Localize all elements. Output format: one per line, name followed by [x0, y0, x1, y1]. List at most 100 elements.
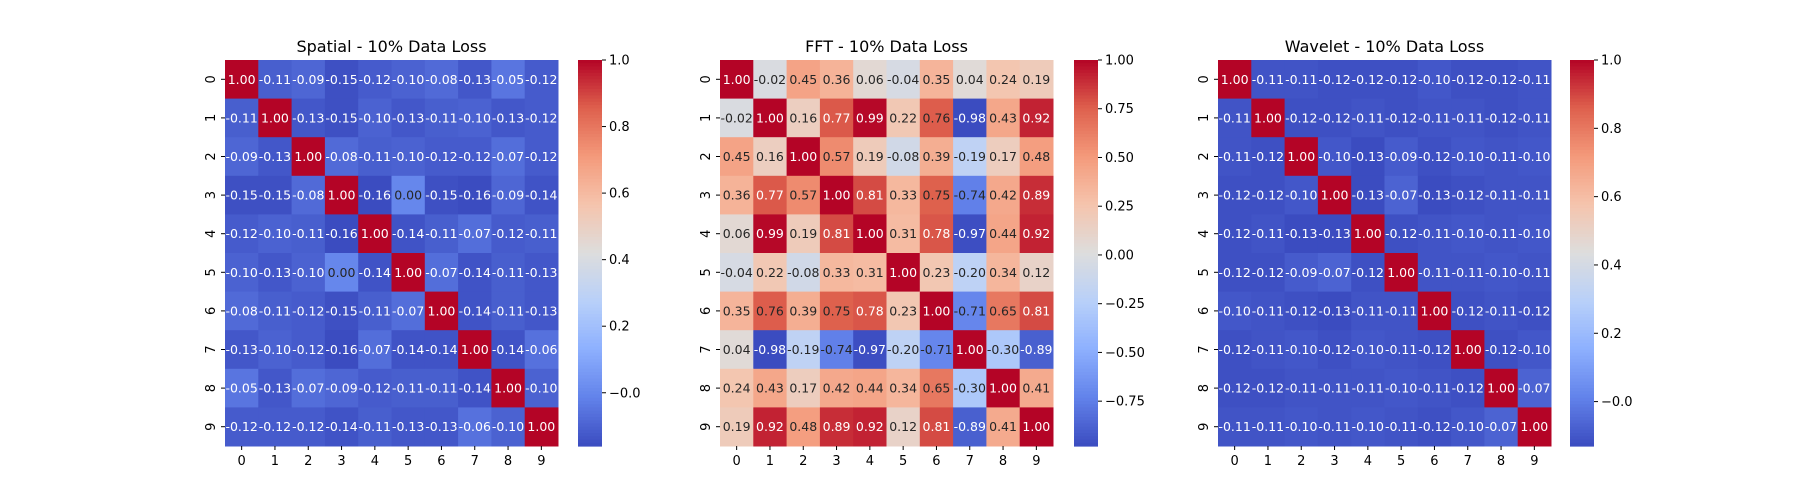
heatmap-cell	[225, 214, 259, 254]
cell-value-label: -0.09	[1285, 265, 1317, 280]
cell-value-label: 1.00	[923, 303, 951, 318]
heatmap-cells: 1.00 -0.11 -0.09 -0.15 -0.12 -0.10 -0.08 -0.13-…	[225, 60, 559, 447]
colorbar-tick-label: −0.0	[609, 386, 641, 401]
heatmap-cell	[524, 175, 559, 215]
cell-value-label: 0.19	[1022, 72, 1050, 87]
cell-value-label: -0.11	[259, 303, 291, 318]
colorbar-segment	[578, 307, 602, 312]
colorbar-segment	[578, 326, 602, 331]
heatmap-cell	[524, 407, 559, 447]
colorbar-segment	[578, 372, 602, 376]
heatmap-cell	[258, 330, 293, 370]
cell-value-label: -0.12	[1252, 265, 1284, 280]
cell-value-label: -0.11	[1485, 149, 1517, 164]
cell-value-label: -0.74	[954, 188, 986, 203]
cell-value-label: -0.10	[392, 149, 424, 164]
colorbar-segment	[578, 336, 602, 341]
heatmap-cell	[853, 330, 887, 370]
heatmap-cell	[1517, 407, 1552, 447]
cell-value-label: -0.98	[954, 110, 986, 125]
colorbar-segment	[1570, 130, 1594, 135]
cell-value-label: 0.77	[756, 188, 784, 203]
heatmap-cell	[491, 98, 526, 138]
colorbar-segment	[1570, 133, 1594, 138]
colorbar-segment	[578, 343, 602, 347]
cell-value-label: -0.12	[1218, 188, 1250, 203]
heatmap-cell	[919, 60, 954, 100]
cell-value-label: 0.36	[823, 72, 851, 87]
heatmap-cell	[1019, 175, 1054, 215]
colorbar-segment	[1570, 410, 1594, 415]
colorbar-segment	[1074, 397, 1098, 402]
colorbar-segment	[578, 156, 602, 161]
colorbar-segment	[578, 417, 602, 421]
cell-value-label: -0.07	[1385, 188, 1417, 203]
cell-value-label: -0.71	[954, 303, 986, 318]
heatmap-cell	[291, 291, 326, 331]
colorbar-segment	[578, 265, 602, 270]
x-tick-label: 1	[1264, 454, 1272, 469]
heatmap-cell	[986, 330, 1021, 370]
cell-value-label: -0.09	[292, 72, 324, 87]
heatmap-cell	[1451, 175, 1485, 215]
cell-value-label: 0.48	[789, 419, 817, 434]
cell-value-label: -0.10	[1518, 342, 1550, 357]
cell-value-label: -0.11	[425, 110, 457, 125]
cell-value-label: -0.11	[1252, 72, 1284, 87]
y-tick-label: 0	[204, 75, 219, 83]
heatmap-cell	[919, 407, 954, 447]
cell-value-label: -0.08	[292, 188, 324, 203]
colorbar-segment	[1570, 66, 1594, 71]
heatmap-cell	[1019, 368, 1054, 408]
colorbar-segment	[578, 391, 602, 396]
colorbar-segment	[1570, 121, 1594, 125]
heatmap-cell	[424, 253, 459, 293]
heatmap-cell	[1218, 253, 1252, 293]
cell-value-label: -0.13	[1352, 149, 1384, 164]
colorbar-segment	[1570, 281, 1594, 286]
heatmap-cell	[358, 291, 392, 331]
cell-value-label: -0.10	[1285, 188, 1317, 203]
colorbar-segment	[1074, 265, 1098, 270]
heatmap-cell	[1484, 253, 1519, 293]
heatmap-cell	[953, 253, 987, 293]
colorbar-segment	[1074, 400, 1098, 405]
cell-value-label: -0.09	[325, 381, 357, 396]
colorbar-segment	[1570, 336, 1594, 341]
colorbar-segment	[1074, 275, 1098, 280]
colorbar-segment	[1074, 198, 1098, 203]
heatmap-cell	[953, 137, 987, 177]
cell-value-label: -0.11	[492, 265, 524, 280]
heatmap-cell	[1384, 175, 1419, 215]
heatmap-cell	[919, 175, 954, 215]
cell-value-label: -0.16	[459, 188, 491, 203]
cell-value-label: -0.12	[525, 72, 557, 87]
heatmap-cell	[524, 98, 559, 138]
heatmap-cell	[1484, 291, 1519, 331]
cell-value-label: 0.81	[823, 226, 851, 241]
heatmap-cell	[786, 60, 821, 100]
colorbar-segment	[1570, 253, 1594, 257]
colorbar-segment	[1570, 391, 1594, 396]
heatmap-cell	[524, 330, 559, 370]
heatmap-cell	[1284, 60, 1319, 100]
colorbar-segment	[1074, 214, 1098, 219]
heatmap-cell	[1384, 137, 1419, 177]
x-tick-label: 6	[437, 454, 445, 469]
cell-value-label: -0.30	[987, 342, 1019, 357]
cell-value-label: 0.48	[1022, 149, 1050, 164]
heatmap-cell	[886, 291, 921, 331]
colorbar-segment	[578, 384, 602, 389]
colorbar-segment	[1074, 150, 1098, 154]
colorbar-segment	[1570, 166, 1594, 170]
x-tick-label: 4	[866, 454, 874, 469]
cell-value-label: -0.10	[1418, 72, 1450, 87]
cell-value-label: 1.00	[1454, 342, 1482, 357]
cell-value-label: 0.75	[923, 188, 951, 203]
y-tick-label: 4	[1197, 230, 1212, 238]
heatmap-cell	[819, 291, 854, 331]
colorbar-segment	[1074, 423, 1098, 428]
colorbar-segment	[1074, 166, 1098, 170]
colorbar-segment	[578, 359, 602, 363]
cell-value-label: -0.11	[1252, 303, 1284, 318]
